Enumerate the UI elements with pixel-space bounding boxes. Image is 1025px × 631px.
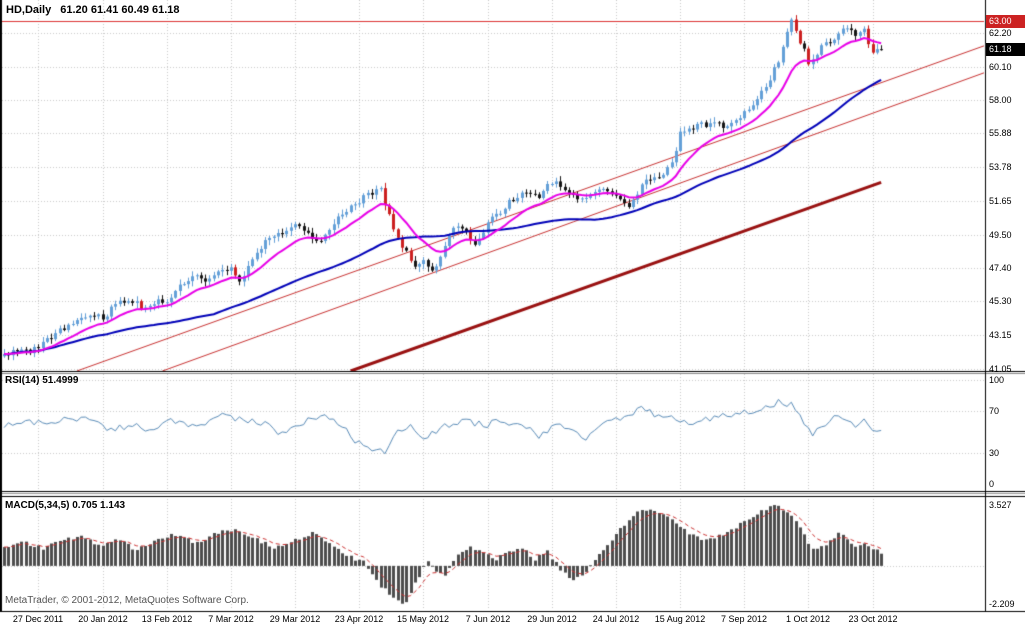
date-tick-label: 24 Jul 2012 [592,614,640,624]
date-tick-label: 7 Sep 2012 [720,614,768,624]
chart-title: HD,Daily 61.20 61.41 60.49 61.18 [6,4,180,16]
rsi-axis-label: 100 [989,375,1005,385]
date-tick-label: 27 Dec 2011 [12,614,64,624]
price-axis-label: 51.65 [989,196,1012,206]
rsi-indicator-label: RSI(14) 51.4999 [5,375,79,386]
macd-axis-label: 3.527 [989,500,1012,510]
hline-price-badge: 63.00 [986,15,1025,28]
chart-symbol-timeframe: HD,Daily [6,4,52,16]
price-axis-label: 47.40 [989,263,1012,273]
rsi-axis-label: 70 [989,406,1000,416]
date-tick-label: 15 Aug 2012 [654,614,706,624]
rsi-axis-label: 0 [989,479,995,489]
price-axis-label: 49.50 [989,230,1012,240]
price-axis-label: 60.10 [989,62,1012,72]
metatrader-watermark: MetaTrader, © 2001-2012, MetaQuotes Soft… [5,595,249,606]
macd-indicator-label: MACD(5,34,5) 0.705 1.143 [5,500,126,511]
date-tick-label: 7 Mar 2012 [208,614,254,624]
price-axis-label: 55.88 [989,128,1012,138]
date-tick-label: 23 Oct 2012 [848,614,898,624]
date-tick-label: 7 Jun 2012 [465,614,511,624]
macd-axis-label: -2.209 [989,599,1015,609]
price-axis-label: 53.78 [989,162,1012,172]
date-tick-label: 15 May 2012 [396,614,450,624]
price-axis-label: 43.15 [989,330,1012,340]
chart-ohlc-quote: 61.20 61.41 60.49 61.18 [60,4,180,16]
last-price-badge: 61.18 [986,43,1025,56]
date-tick-label: 23 Apr 2012 [334,614,384,624]
date-tick-label: 29 Mar 2012 [269,614,321,624]
date-tick-label: 29 Jun 2012 [527,614,577,624]
price-axis-label: 45.30 [989,296,1012,306]
date-tick-label: 20 Jan 2012 [78,614,128,624]
price-axis-label: 62.20 [989,28,1012,38]
date-tick-label: 1 Oct 2012 [785,614,831,624]
price-axis-label: 58.00 [989,95,1012,105]
price-axis-label: 41.05 [989,364,1012,374]
rsi-axis-label: 30 [989,448,1000,458]
date-tick-label: 13 Feb 2012 [141,614,193,624]
